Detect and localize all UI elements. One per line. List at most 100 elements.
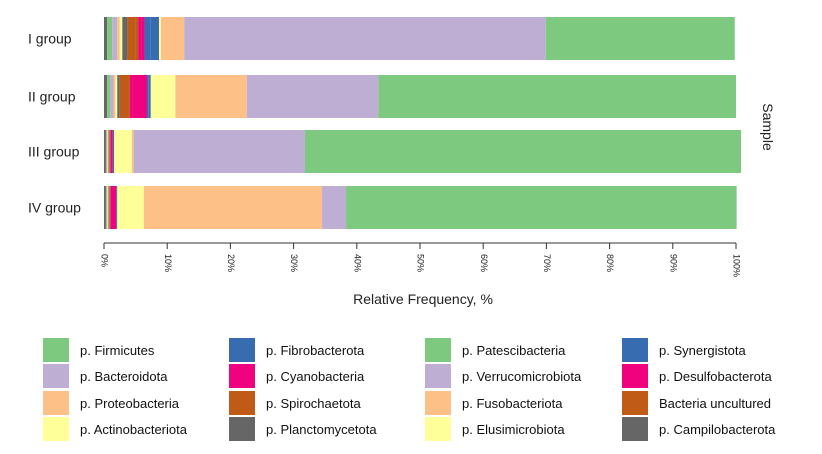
bar-segment — [105, 130, 107, 173]
legend-item: p. Patescibacteria — [425, 338, 565, 362]
bar-segment — [132, 75, 147, 118]
bar-segment — [135, 17, 139, 60]
legend-swatch — [622, 364, 648, 388]
category-label: II group — [28, 89, 76, 105]
bar-segment — [107, 75, 111, 118]
legend-swatch — [229, 364, 255, 388]
legend-swatch — [425, 417, 451, 441]
bar-segment — [119, 75, 129, 118]
legend-item: p. Fusobacteriota — [425, 391, 562, 415]
legend-label: p. Synergistota — [659, 342, 746, 358]
bar-segment — [114, 130, 132, 173]
category-label: IV group — [28, 200, 81, 216]
bar-segment — [184, 17, 546, 60]
bar-segment — [113, 75, 116, 118]
bar-segment — [144, 17, 151, 60]
legend-item: p. Elusimicrobiota — [425, 417, 565, 441]
legend-label: p. Spirochaetota — [266, 395, 361, 411]
legend-label: p. Campilobacterota — [659, 421, 776, 437]
bar-segment — [148, 75, 151, 118]
legend-label: p. Fusobacteriota — [462, 395, 563, 411]
bar-segment — [104, 186, 106, 229]
legend-label: p. Desulfobacterota — [659, 368, 772, 384]
legend-label: p. Firmicutes — [80, 342, 155, 358]
legend-swatch — [229, 338, 255, 362]
legend-swatch — [43, 338, 69, 362]
bar-segment — [108, 186, 110, 229]
bar-area — [104, 17, 742, 229]
bar-segment — [110, 75, 114, 118]
x-axis-title: Relative Frequency, % — [353, 291, 493, 307]
legend-label: Bacteria uncultured — [659, 395, 772, 411]
legend-swatch — [229, 417, 255, 441]
bar-segment — [129, 75, 133, 118]
bar-segment — [127, 17, 136, 60]
bar-segment — [110, 130, 111, 173]
legend-item: p. Desulfobacterota — [622, 364, 772, 388]
bar-segment — [104, 17, 108, 60]
bar-segment — [322, 186, 347, 229]
legend-swatch — [425, 364, 451, 388]
bar-segment — [346, 186, 737, 229]
bar-segment — [109, 130, 111, 173]
bar-segment — [110, 186, 117, 229]
bar-segment — [107, 130, 109, 173]
legend-label: p. Planctomycetota — [266, 421, 377, 437]
bar-segment — [112, 17, 118, 60]
bar-segment — [113, 130, 115, 173]
x-tick-label: 10% — [163, 254, 173, 272]
bar-segment — [107, 17, 113, 60]
bar-segment — [110, 130, 113, 173]
x-tick-label: 60% — [479, 254, 489, 272]
bar-segment — [109, 130, 110, 173]
x-tick-label: 20% — [226, 254, 236, 272]
bar-segment — [115, 75, 118, 118]
bar-segment — [106, 186, 108, 229]
bar-segment — [109, 186, 111, 229]
bar-segment — [122, 17, 128, 60]
legend-item: p. Proteobacteria — [43, 391, 179, 415]
bar-segment — [150, 17, 159, 60]
x-tick-label: 50% — [416, 254, 426, 272]
legend-label: p. Proteobacteria — [80, 395, 180, 411]
bar-segment — [107, 130, 108, 173]
bar-segment — [112, 130, 114, 173]
legend-swatch — [43, 391, 69, 415]
stacked-bar-chart: I group II group III group IV group 0% 10% 20… — [28, 17, 776, 307]
legend-item: p. Cyanobacteria — [229, 364, 364, 388]
legend-item: p. Actinobacteriota — [43, 417, 187, 441]
bar-segment — [108, 130, 110, 173]
bar-segment — [117, 186, 144, 229]
bar-segment — [545, 17, 735, 60]
bar-segment — [104, 130, 106, 173]
bar-segment — [150, 75, 176, 118]
bar-segment — [109, 186, 110, 229]
legend-label: p. Actinobacteriota — [80, 421, 187, 437]
legend-swatch — [425, 391, 451, 415]
legend-swatch — [622, 417, 648, 441]
legend-item: p. Spirochaetota — [229, 391, 361, 415]
x-tick-label: 30% — [289, 254, 299, 272]
legend-label: p. Fibrobacterota — [266, 342, 365, 358]
bar-segment — [107, 186, 108, 229]
x-tick-label: 0% — [100, 254, 110, 267]
legend-label: p. Bacteroidota — [80, 368, 168, 384]
bar-segment — [141, 17, 145, 60]
category-label: III group — [28, 144, 80, 160]
bar-segment — [128, 75, 130, 118]
legend-item: p. Synergistota — [622, 338, 746, 362]
bar-segment — [119, 17, 123, 60]
bar-segment — [133, 130, 305, 173]
legend-item: p. Firmicutes — [43, 338, 154, 362]
legend-item: p. Campilobacterota — [622, 417, 775, 441]
bar-segment — [138, 17, 142, 60]
legend-label: p. Verrucomicrobiota — [462, 368, 582, 384]
legend-label: p. Patescibacteria — [462, 342, 566, 358]
bar-segment — [131, 130, 134, 173]
bar-segment — [160, 17, 185, 60]
bar-segment — [175, 75, 247, 118]
bar-segment — [146, 75, 149, 118]
legend-swatch — [622, 338, 648, 362]
x-tick-label: 100% — [732, 254, 742, 277]
bar-segment — [158, 17, 161, 60]
